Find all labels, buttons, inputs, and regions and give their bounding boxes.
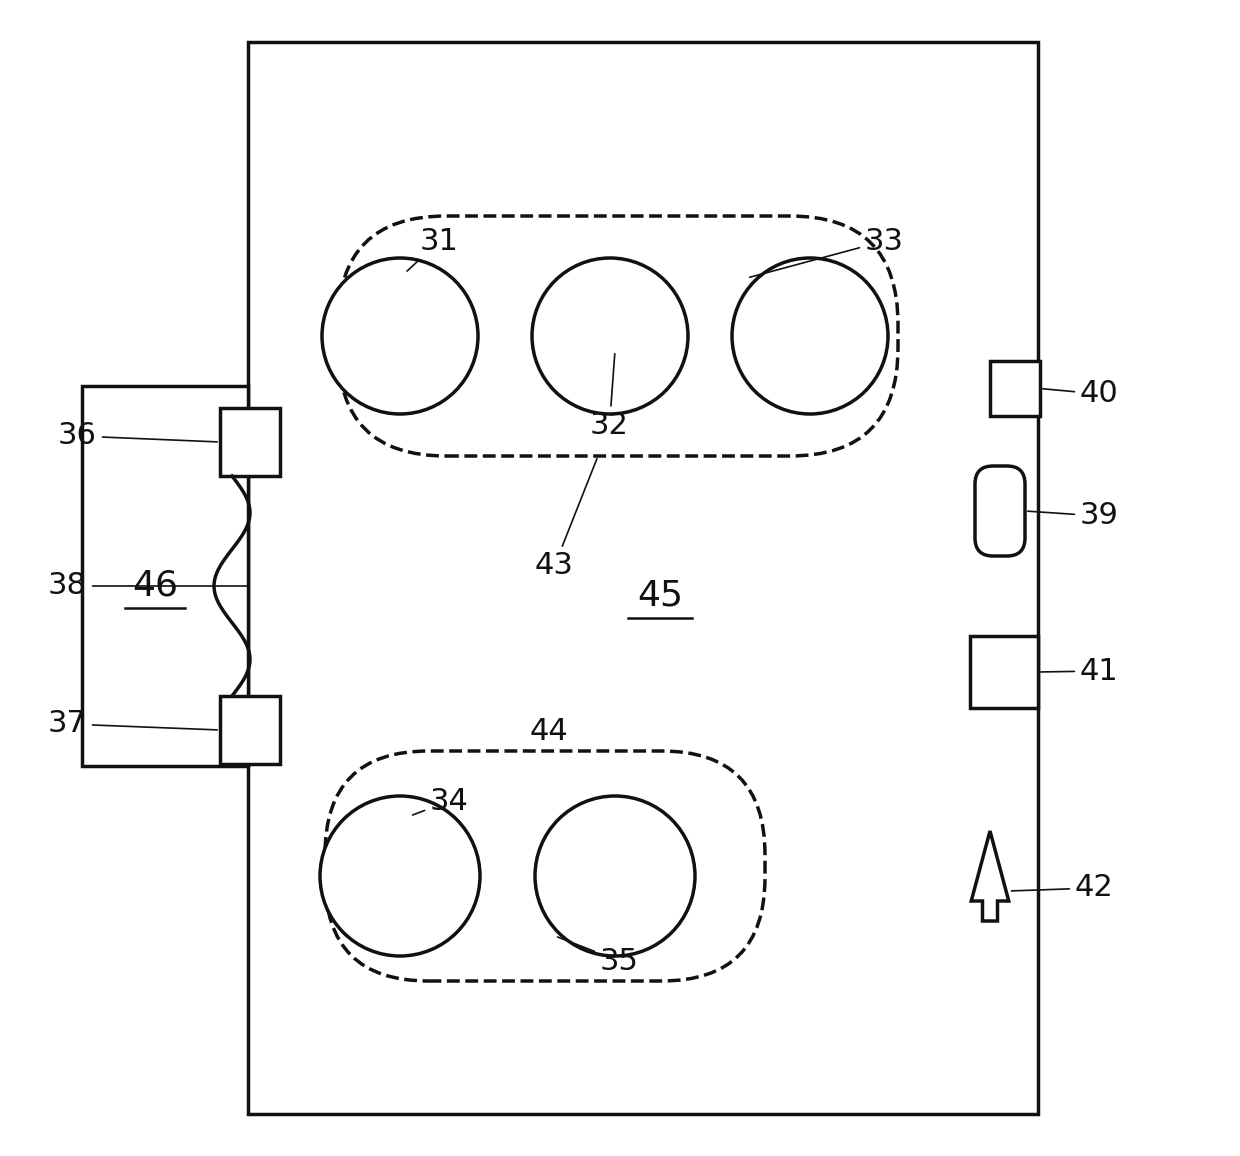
Text: 39: 39 — [1028, 502, 1118, 531]
Bar — [82, 386, 248, 766]
Text: 31: 31 — [407, 227, 459, 272]
Bar — [219, 696, 280, 764]
Bar — [970, 636, 1038, 707]
Text: 46: 46 — [131, 569, 179, 603]
FancyBboxPatch shape — [975, 466, 1025, 556]
Circle shape — [532, 258, 688, 414]
Text: 35: 35 — [558, 938, 639, 976]
Circle shape — [320, 796, 480, 956]
Bar — [990, 361, 1040, 416]
Text: 42: 42 — [1012, 874, 1114, 903]
Bar — [248, 42, 1038, 1114]
Text: 34: 34 — [413, 786, 469, 815]
Text: 37: 37 — [48, 710, 217, 739]
Text: 38: 38 — [48, 571, 247, 600]
Text: 33: 33 — [750, 227, 904, 277]
Text: 44: 44 — [525, 717, 569, 751]
Circle shape — [732, 258, 888, 414]
Circle shape — [322, 258, 477, 414]
Text: 36: 36 — [58, 422, 217, 451]
Text: 40: 40 — [1043, 379, 1118, 408]
Circle shape — [534, 796, 694, 956]
Text: 41: 41 — [1040, 657, 1118, 686]
Text: 32: 32 — [590, 354, 629, 440]
Bar — [219, 408, 280, 476]
Text: 43: 43 — [534, 459, 596, 580]
Text: 45: 45 — [637, 579, 683, 613]
